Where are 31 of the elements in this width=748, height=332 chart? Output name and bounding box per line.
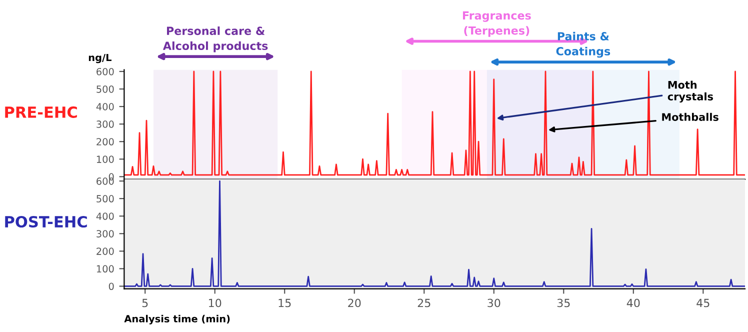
y-tick-label: 300 — [96, 230, 114, 238]
line-series — [124, 70, 746, 176]
x-tick-label: 15 — [278, 298, 291, 308]
x-tick-label: 5 — [142, 298, 148, 308]
x-tick-label: 45 — [696, 298, 710, 308]
y-tick-label: 500 — [96, 85, 114, 93]
x-tick-label: 25 — [418, 298, 430, 308]
annotation: Moth crystals — [668, 80, 713, 103]
band-label: Fragrances (Terpenes) — [462, 11, 531, 37]
x-tick-label: 30 — [488, 298, 500, 308]
x-tick-label: 35 — [557, 298, 570, 308]
y-tick-label: 0 — [108, 282, 114, 290]
y-tick-label: 200 — [96, 248, 114, 255]
x-axis-title: Analysis time (min) — [124, 314, 230, 324]
x-tick-label: 10 — [209, 298, 222, 308]
y-axis-title: ng/L — [88, 54, 112, 64]
y-tick-label: 100 — [96, 265, 114, 273]
y-tick-label: 600 — [96, 68, 114, 76]
y-tick-label: 200 — [96, 138, 114, 146]
x-tick-label: 40 — [626, 298, 640, 308]
text: POST-EHC — [5, 216, 87, 228]
y-tick-label: 400 — [96, 212, 114, 220]
band-label: Personal care & Alcohol products — [162, 26, 268, 52]
annotation: Mothballs — [662, 112, 718, 121]
y-tick-label: 100 — [96, 156, 114, 163]
y-tick-label: 500 — [96, 195, 114, 202]
y-tick-label: 300 — [96, 120, 114, 128]
y-tick-label: 400 — [96, 103, 114, 110]
text: PRE-EHC — [5, 106, 77, 118]
x-tick-label: 20 — [348, 298, 361, 308]
band-label: Paints & Coatings — [556, 32, 610, 58]
